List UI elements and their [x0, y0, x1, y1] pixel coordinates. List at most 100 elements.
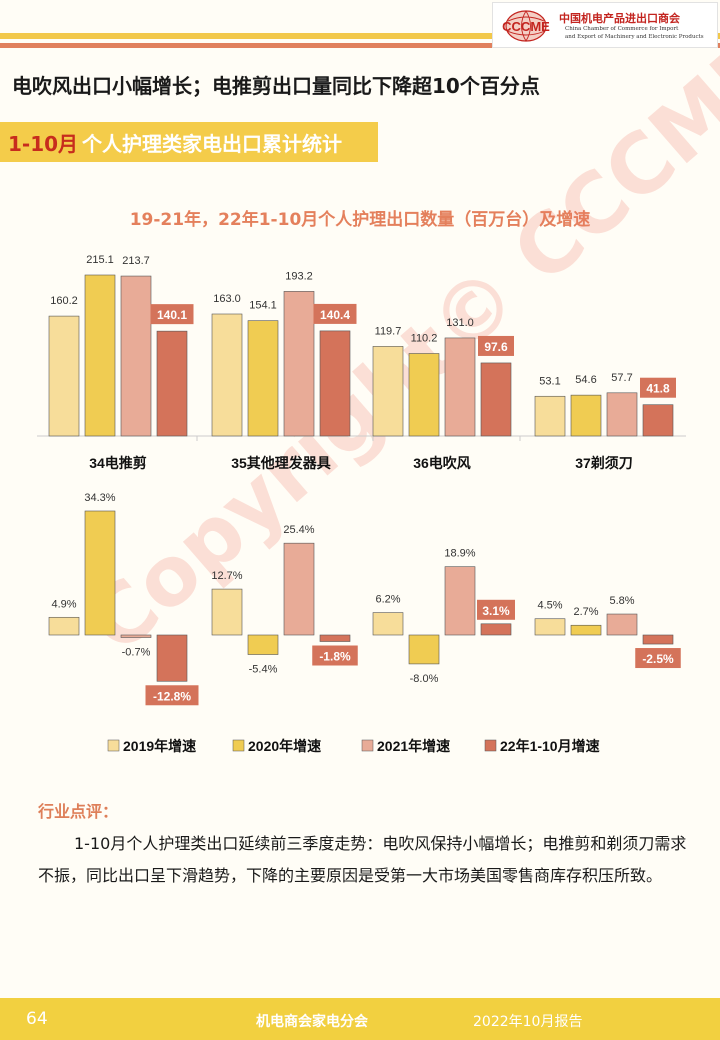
header-band-yellow	[0, 33, 720, 39]
footer-org: 机电商会家电分会	[256, 1014, 368, 1030]
growth-label: -1.8%	[319, 650, 351, 664]
quantity-bar	[211, 313, 243, 437]
legend-swatch	[107, 739, 120, 752]
quantity-bar	[156, 330, 188, 437]
quantity-label-bg	[150, 304, 194, 325]
quantity-bar	[120, 275, 152, 437]
quantity-bar	[48, 315, 80, 437]
quantity-label: 140.1	[157, 308, 187, 322]
org-name-cn: 中国机电产品进出口商会	[559, 12, 680, 25]
quantity-label: 110.2	[411, 333, 438, 345]
growth-bar	[444, 566, 476, 636]
category-label: 34电推剪	[89, 455, 147, 471]
quantity-label: 215.1	[86, 254, 114, 266]
section-title-bar	[0, 122, 378, 162]
quantity-label-bg	[640, 377, 676, 398]
quantity-bar	[570, 394, 602, 437]
quantity-bar	[247, 320, 279, 437]
growth-label: 4.9%	[51, 598, 76, 610]
growth-label-bg	[312, 645, 358, 666]
growth-bar	[156, 634, 188, 682]
chart-title: 19-21年，22年1-10月个人护理出口数量（百万台）及增速	[129, 210, 591, 230]
quantity-label: 57.7	[611, 372, 632, 384]
growth-bar	[642, 634, 674, 645]
org-name-en-line2: and Export of Machinery and Electronic P…	[565, 34, 704, 40]
growth-label: 25.4%	[283, 524, 314, 536]
quantity-bar	[84, 274, 116, 437]
growth-label: 12.7%	[211, 570, 242, 582]
growth-bar	[319, 634, 351, 642]
footer-bar: 64 机电商会家电分会 2022年10月报告	[0, 998, 720, 1040]
growth-label: 5.8%	[609, 595, 634, 607]
growth-label: 4.5%	[537, 600, 562, 612]
legend-swatch	[232, 739, 245, 752]
growth-bar	[211, 588, 243, 636]
growth-bar	[247, 634, 279, 655]
page-headline: 电吹风出口小幅增长；电推剪出口量同比下降超10个百分点	[12, 74, 540, 98]
quantity-label: 140.4	[320, 308, 350, 322]
export-chart: 160.2 215.1 213.7 140.1 34电推剪 163.0 154.1 193.2…	[37, 254, 686, 754]
growth-label: 3.1%	[482, 604, 510, 618]
growth-bar	[372, 612, 404, 636]
quantity-label: 41.8	[646, 382, 670, 396]
quantity-bar	[319, 330, 351, 437]
growth-label: 34.3%	[84, 492, 115, 504]
quantity-label: 53.1	[539, 375, 560, 387]
quantity-label-bg	[478, 335, 514, 356]
growth-label: -5.4%	[249, 664, 278, 676]
category-label: 35其他理发器具	[231, 455, 331, 471]
growth-bar	[120, 634, 152, 638]
quantity-bar	[480, 362, 512, 437]
legend-swatch	[361, 739, 374, 752]
section-title-highlight: 1-10月	[8, 132, 79, 156]
growth-label: 18.9%	[444, 548, 475, 560]
growth-label-bg	[635, 648, 681, 669]
quantity-bar	[534, 395, 566, 437]
quantity-bar	[444, 337, 476, 437]
cccme-logo: CCCME 中国机电产品进出口商会 China Chamber of Comme…	[492, 2, 718, 48]
quantity-bar	[642, 404, 674, 437]
growth-bar	[84, 510, 116, 636]
legend-swatch	[484, 739, 497, 752]
growth-label-bg	[145, 685, 199, 706]
quantity-label: 160.2	[50, 295, 78, 307]
commentary-body: 1-10月个人护理类出口延续前三季度走势：电吹风保持小幅增长；电推剪和剃须刀需求…	[38, 834, 687, 885]
growth-label: -8.0%	[410, 673, 439, 685]
growth-label-bg	[477, 599, 515, 620]
quantity-label: 97.6	[484, 340, 508, 354]
quantity-label: 193.2	[285, 270, 313, 282]
quantity-label-bg	[313, 303, 357, 324]
growth-label: 2.7%	[573, 606, 598, 618]
growth-label: -2.5%	[642, 652, 674, 666]
legend-label: 2019年增速	[123, 738, 196, 754]
legend-label: 2020年增速	[248, 738, 321, 754]
growth-label: -12.8%	[153, 689, 191, 703]
quantity-bar	[408, 353, 440, 437]
quantity-bar	[606, 392, 638, 437]
quantity-label: 213.7	[122, 255, 150, 267]
growth-bar	[408, 634, 440, 665]
header-band-orange	[0, 43, 720, 48]
growth-bar	[283, 542, 315, 636]
legend-label: 22年1-10月增速	[500, 738, 600, 754]
quantity-bar	[372, 346, 404, 437]
logo-abbr: CCCME	[502, 19, 550, 34]
quantity-bar	[283, 291, 315, 437]
quantity-label: 131.0	[446, 317, 474, 329]
category-label: 37剃须刀	[575, 455, 633, 471]
quantity-label: 119.7	[375, 325, 402, 337]
growth-label: -0.7%	[122, 647, 151, 659]
page-number: 64	[26, 1009, 48, 1029]
org-name-en-line1: China Chamber of Commerce for Import	[565, 26, 679, 32]
footer-date: 2022年10月报告	[473, 1014, 583, 1030]
commentary-heading: 行业点评：	[38, 802, 119, 821]
growth-bar	[570, 624, 602, 636]
category-label: 36电吹风	[413, 455, 471, 471]
growth-bar	[534, 618, 566, 636]
quantity-label: 163.0	[213, 293, 241, 305]
legend-label: 2021年增速	[377, 738, 450, 754]
growth-label: 6.2%	[375, 594, 400, 606]
quantity-label: 154.1	[249, 300, 277, 312]
quantity-label: 54.6	[575, 374, 596, 386]
growth-bar	[606, 613, 638, 636]
